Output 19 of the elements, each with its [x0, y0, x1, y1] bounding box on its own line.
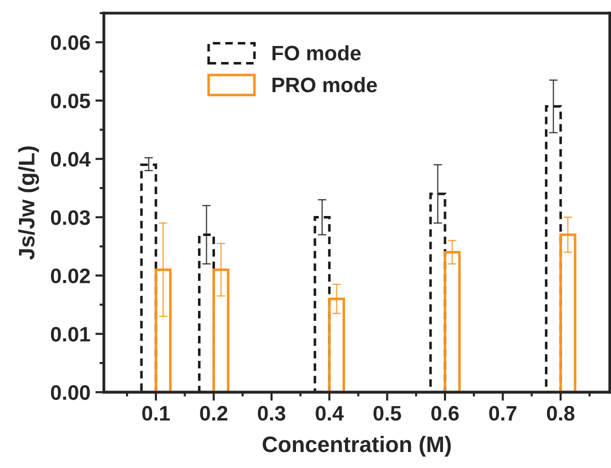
- x-tick-label: 0.6: [431, 406, 459, 421]
- y-tick-label: 0.05: [50, 94, 90, 108]
- x-axis-title: Concentration (M): [262, 436, 451, 457]
- y-tick-label: 0.06: [50, 35, 90, 50]
- y-axis-title: Js/Jw (g/L): [18, 146, 40, 260]
- y-tick-label: 0.01: [50, 326, 90, 342]
- x-tick-label: 0.4: [316, 406, 344, 421]
- x-tick-label: 0.8: [546, 406, 574, 421]
- legend-label: FO mode: [272, 45, 361, 61]
- legend-label: PRO mode: [272, 77, 377, 92]
- y-tick-label: 0.03: [50, 210, 90, 226]
- x-tick-label: 0.2: [200, 406, 228, 421]
- x-tick-label: 0.3: [258, 406, 286, 421]
- y-tick-label: 0.02: [50, 268, 90, 284]
- y-tick-label: 0.04: [50, 152, 91, 167]
- x-tick-label: 0.5: [374, 406, 402, 421]
- y-tick-label: 0.00: [50, 385, 90, 400]
- x-tick-label: 0.1: [142, 406, 170, 421]
- x-tick-label: 0.7: [489, 406, 516, 421]
